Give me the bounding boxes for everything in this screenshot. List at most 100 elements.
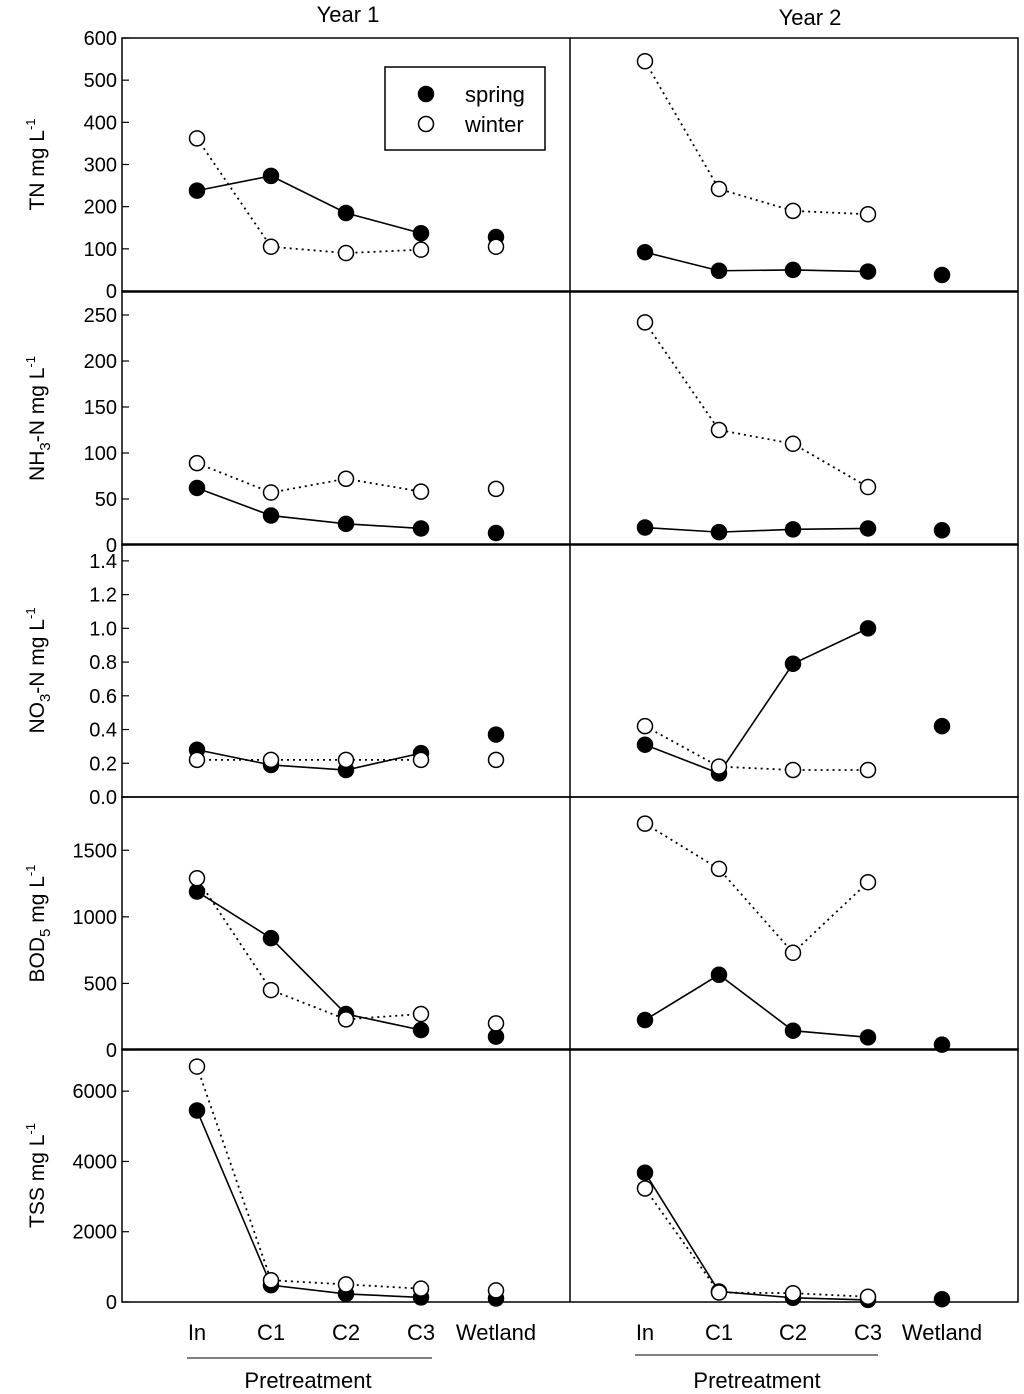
- y-tick-label-tn: 400: [84, 112, 117, 134]
- data-point-spring-tn-c3: [859, 263, 877, 280]
- x-category-label-wetland: Wetland: [456, 1320, 536, 1345]
- y-tick-label-no3-n: 0.6: [89, 686, 117, 708]
- y-label-subscript: 3: [37, 694, 54, 702]
- data-point-winter-bod5-c3: [412, 1005, 430, 1023]
- data-point-winter-tss-wetland: [487, 1282, 505, 1299]
- y-label-subscript: 5: [37, 929, 54, 937]
- data-point-spring-tss-in: [636, 1164, 654, 1181]
- series-line-winter-bod5-year-2: [644, 822, 869, 955]
- data-point-spring-nh3-n-c2: [784, 521, 802, 538]
- series-line-spring-nh3-n-year-2: [644, 526, 869, 533]
- data-point-winter-bod5-c2: [784, 944, 802, 962]
- data-point-winter-nh3-n-in: [188, 454, 206, 472]
- y-tick-label-no3-n: 0.2: [89, 753, 117, 775]
- data-point-spring-nh3-n-in: [636, 519, 654, 536]
- data-point-winter-nh3-n-c2: [337, 470, 355, 488]
- y-axis-label-text: BOD5 mg L-1: [23, 865, 54, 983]
- data-point-spring-nh3-n-c1: [262, 507, 280, 524]
- data-point-winter-tn-c2: [784, 202, 802, 220]
- data-point-spring-no3-n-c3: [859, 620, 877, 637]
- data-point-spring-tn-c2: [784, 261, 802, 279]
- data-point-winter-nh3-n-c1: [262, 484, 280, 501]
- y-tick-label-nh3-n: 50: [95, 489, 117, 511]
- y-label-superscript: -1: [23, 118, 38, 130]
- series-line-winter-nh3-n-year-1: [196, 462, 422, 494]
- y-tick-label-tn: 500: [84, 70, 117, 92]
- y-tick-label-tss: 6000: [73, 1081, 118, 1103]
- data-point-spring-nh3-n-wetland: [933, 522, 951, 539]
- data-point-winter-no3-n-c3: [859, 761, 877, 779]
- data-point-winter-tn-c1: [710, 180, 728, 198]
- data-point-spring-bod5-in: [636, 1011, 654, 1029]
- series-line-spring-bod5-year-2: [644, 973, 869, 1039]
- column-title-year-2: Year 2: [779, 5, 842, 30]
- column-title-year-1: Year 1: [317, 2, 380, 27]
- data-point-winter-tss-c2: [784, 1284, 802, 1302]
- data-point-spring-nh3-n-wetland: [487, 524, 505, 542]
- y-axis-label-nh3-n: NH3-N mg L-1: [23, 356, 54, 481]
- y-label-superscript: -1: [23, 356, 38, 368]
- legend: spring winter: [384, 66, 546, 151]
- legend-winter-marker: [417, 115, 435, 133]
- y-tick-label-bod5: 500: [84, 973, 117, 995]
- data-point-winter-nh3-n-wetland: [487, 480, 505, 498]
- x-category-label-c1: C1: [257, 1320, 285, 1345]
- y-label-superscript: -1: [23, 865, 38, 877]
- legend-box: [384, 66, 546, 151]
- data-point-winter-no3-n-in: [636, 717, 654, 735]
- y-tick-label-no3-n: 0.4: [89, 720, 117, 742]
- series-line-spring-bod5-year-1: [196, 890, 422, 1031]
- data-point-winter-bod5-c2: [337, 1011, 355, 1028]
- data-point-winter-bod5-c3: [859, 873, 877, 891]
- data-point-winter-bod5-in: [188, 869, 206, 887]
- data-point-winter-nh3-n-c2: [784, 435, 802, 453]
- data-point-spring-nh3-n-c3: [859, 520, 877, 537]
- data-point-spring-nh3-n-c2: [337, 515, 355, 533]
- data-point-winter-tss-c2: [337, 1276, 355, 1293]
- data-point-winter-nh3-n-c3: [859, 478, 877, 496]
- data-point-winter-tn-c1: [262, 238, 280, 255]
- data-point-spring-tss-in: [188, 1102, 206, 1119]
- data-point-spring-no3-n-c2: [784, 655, 802, 673]
- series-line-spring-tss-year-2: [644, 1172, 869, 1301]
- data-point-spring-bod5-c2: [784, 1022, 802, 1039]
- series-line-winter-bod5-year-1: [196, 877, 422, 1021]
- y-label-rest: -N mg L: [26, 368, 49, 443]
- data-point-winter-bod5-in: [636, 815, 654, 832]
- y-tick-label-nh3-n: 250: [84, 305, 117, 327]
- y-tick-label-tn: 100: [84, 239, 117, 261]
- y-tick-label-tn: 600: [84, 28, 117, 50]
- y-axis-label-text: NO3-N mg L-1: [23, 607, 54, 733]
- data-point-spring-tn-wetland: [933, 266, 951, 284]
- y-tick-label-tn: 200: [84, 197, 117, 219]
- series-line-winter-tn-year-1: [196, 137, 422, 254]
- data-point-spring-bod5-c1: [710, 966, 728, 984]
- data-point-winter-tss-c3: [859, 1288, 877, 1305]
- y-axis-label-tn: TN mg L-1: [23, 118, 49, 210]
- y-tick-label-tss: 2000: [73, 1222, 118, 1244]
- y-label-superscript: -1: [23, 607, 38, 619]
- data-point-winter-no3-n-c2: [337, 751, 355, 769]
- y-axis-label-no3-n: NO3-N mg L-1: [23, 607, 54, 733]
- x-category-label-wetland: Wetland: [902, 1320, 982, 1345]
- x-category-label-in: In: [636, 1320, 654, 1345]
- data-point-winter-nh3-n-in: [636, 314, 654, 331]
- data-point-spring-nh3-n-c1: [710, 523, 728, 541]
- pretreatment-label-year-1: Pretreatment: [244, 1368, 371, 1393]
- y-tick-label-nh3-n: 150: [84, 397, 117, 419]
- data-point-winter-tss-c1: [262, 1271, 280, 1289]
- data-point-spring-bod5-c1: [262, 929, 280, 947]
- data-point-spring-tss-wetland: [933, 1290, 951, 1308]
- data-point-spring-tn-c2: [337, 204, 355, 222]
- y-axis-label-text: TN mg L-1: [23, 118, 49, 210]
- y-tick-label-no3-n: 0.0: [89, 787, 117, 809]
- data-point-winter-tss-in: [636, 1180, 654, 1197]
- y-label-subscript: 3: [37, 442, 54, 450]
- y-tick-label-bod5: 1500: [73, 840, 118, 862]
- data-point-spring-nh3-n-in: [188, 479, 206, 497]
- y-label-main: BOD: [26, 937, 49, 983]
- y-label-main: TSS mg L: [26, 1135, 49, 1228]
- data-point-winter-no3-n-c3: [412, 751, 430, 769]
